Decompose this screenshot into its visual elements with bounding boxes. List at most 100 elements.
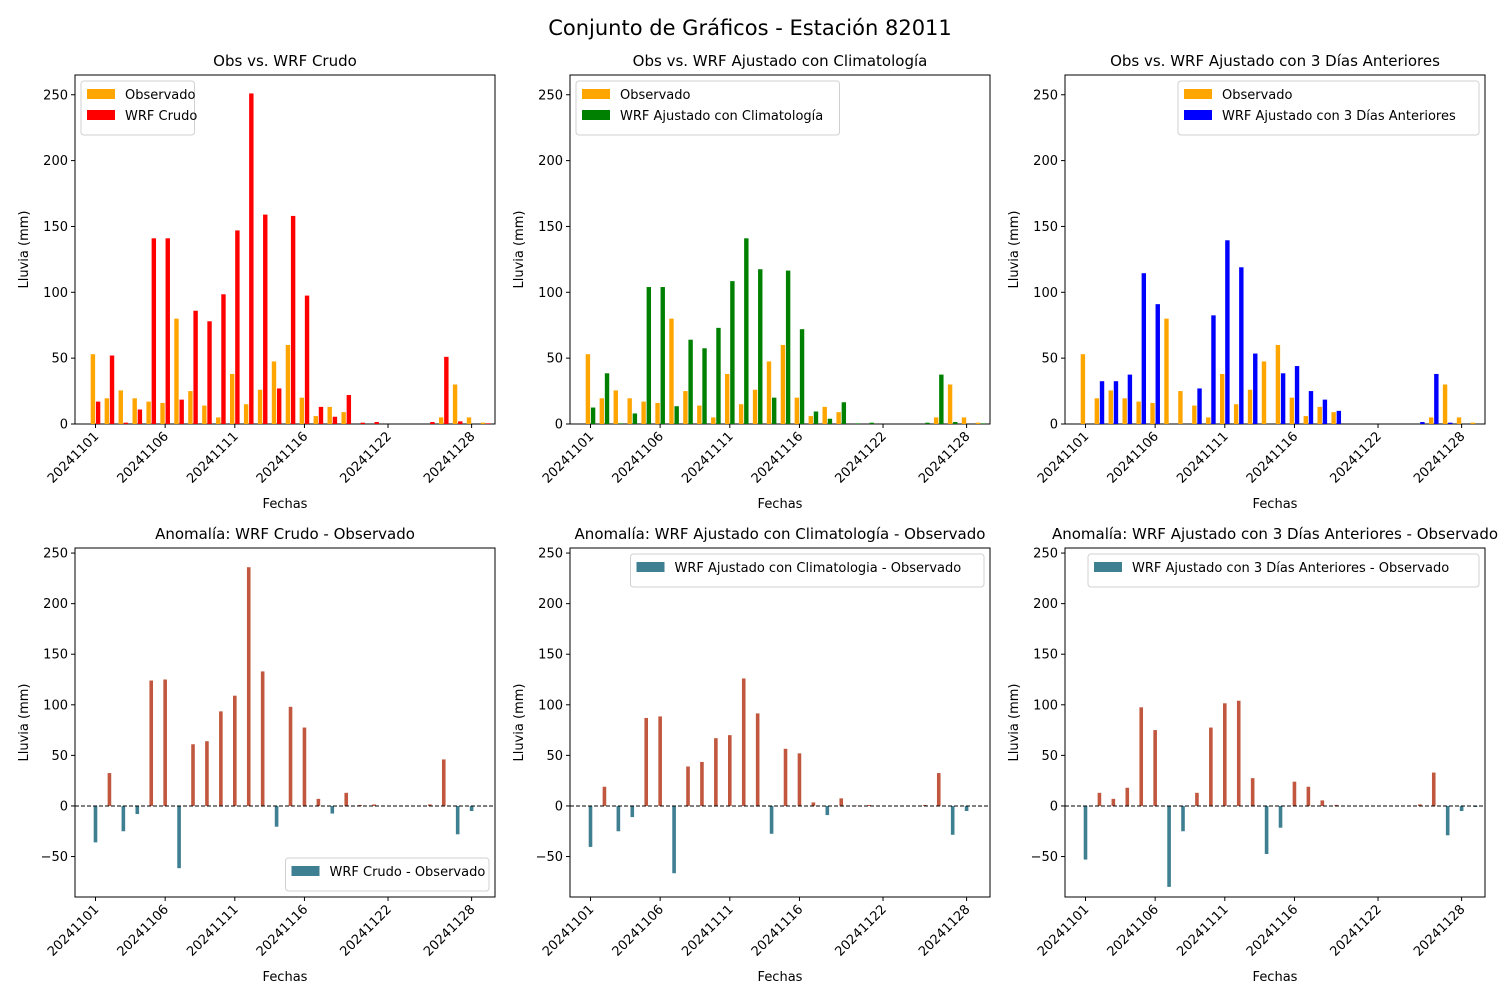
legend-swatch [582, 89, 610, 99]
x-tick-label: 20241101 [1035, 429, 1092, 486]
bar-anomaly [658, 716, 662, 806]
bar-wrf [444, 356, 449, 424]
x-tick-label: 20241106 [115, 429, 172, 486]
bar-wrf [193, 310, 198, 424]
bar-anomaly [630, 805, 635, 818]
x-axis-label: Fechas [263, 497, 308, 512]
bar-anomaly [330, 805, 335, 814]
bar-anomaly [93, 805, 98, 843]
bar-anomaly [1334, 804, 1339, 806]
bar-observado [655, 402, 660, 424]
bar-wrf [758, 269, 763, 424]
legend-label: WRF Crudo [125, 109, 197, 124]
bar-observado [627, 398, 632, 424]
y-tick-label: 150 [1033, 220, 1058, 235]
x-tick-label: 20241122 [832, 902, 889, 959]
y-tick-label: 0 [60, 418, 68, 433]
bar-anomaly [1292, 781, 1297, 806]
bar-anomaly [1223, 703, 1227, 806]
legend: WRF Crudo - Observado [285, 857, 490, 892]
bar-wrf [1127, 374, 1133, 424]
legend: WRF Ajustado con Climatologia - Observad… [630, 553, 985, 588]
bar-observado [808, 416, 813, 424]
bar-wrf [702, 348, 707, 424]
y-tick-label: 50 [51, 749, 68, 764]
chart-panel-6: Anomalía: WRF Ajustado con 3 Días Anteri… [1007, 525, 1498, 985]
bar-anomaly [714, 738, 718, 806]
bar-wrf [207, 321, 212, 424]
bar-observado [438, 417, 444, 424]
bar-observado [466, 417, 472, 424]
x-tick-label: 20241106 [115, 902, 172, 959]
legend-label: WRF Ajustado con Climatologia - Observad… [675, 561, 962, 576]
bar-wrf [744, 238, 749, 424]
bar-anomaly [107, 773, 112, 806]
bar-wrf [109, 355, 115, 424]
x-tick-label: 20241116 [749, 902, 806, 959]
bar-wrf [137, 409, 143, 424]
bar-anomaly [372, 804, 376, 806]
bar-wrf [716, 327, 721, 424]
x-axis-label: Fechas [263, 970, 308, 985]
bar-wrf [430, 422, 435, 424]
bar-wrf [1253, 353, 1258, 424]
bar-anomaly [1209, 727, 1213, 806]
bar-observado [933, 417, 939, 424]
bar-observado [202, 405, 207, 424]
bar-anomaly [1181, 805, 1185, 832]
bar-observado [975, 422, 981, 424]
bar-wrf [485, 423, 491, 424]
bar-observado [766, 361, 772, 424]
y-tick-label: 100 [1033, 286, 1058, 301]
bar-wrf [276, 388, 282, 424]
y-tick-label: 0 [555, 799, 563, 814]
bar-anomaly [867, 804, 871, 806]
bar-observado [1136, 401, 1141, 424]
y-tick-label: 200 [1033, 597, 1058, 612]
figure-title: Conjunto de Gráficos - Estación 82011 [548, 16, 952, 40]
bar-wrf [1155, 304, 1160, 424]
legend: Observado WRF Ajustado con 3 Días Anterio… [1177, 80, 1480, 136]
y-tick-label: 0 [1050, 418, 1058, 433]
y-tick-label: 50 [546, 749, 563, 764]
x-tick-label: 20241122 [337, 902, 394, 959]
legend-label: WRF Ajustado con 3 Días Anteriores [1222, 109, 1456, 124]
x-tick-label: 20241111 [679, 902, 736, 959]
legend-box [1177, 80, 1480, 136]
bar-observado [725, 373, 730, 424]
chart-title: Anomalía: WRF Ajustado con Climatología … [575, 525, 986, 543]
bar-observado [313, 416, 318, 424]
y-tick-label: 150 [43, 220, 68, 235]
y-tick-label: 200 [43, 154, 68, 169]
x-tick-label: 20241116 [254, 429, 311, 486]
x-tick-label: 20241106 [1105, 429, 1162, 486]
x-axis-label: Fechas [758, 497, 803, 512]
bar-anomaly [811, 802, 816, 806]
bar-anomaly [769, 805, 774, 834]
y-tick-label: 250 [538, 547, 563, 562]
bar-anomaly [135, 805, 140, 815]
bar-observado [836, 412, 841, 424]
bar-anomaly [1153, 730, 1157, 806]
bar-observado [780, 344, 786, 424]
y-axis-label: Lluvia (mm) [17, 211, 32, 289]
legend-label: Observado [620, 88, 691, 103]
y-axis-label: Lluvia (mm) [17, 684, 32, 762]
bar-anomaly [316, 798, 321, 806]
bar-anomaly [274, 805, 279, 827]
bar-wrf [1280, 373, 1286, 424]
y-axis-label: Lluvia (mm) [1007, 211, 1022, 289]
bar-observado [1178, 391, 1183, 424]
x-tick-label: 20241106 [1105, 902, 1162, 959]
legend: Observado WRF Ajustado con Climatología [575, 80, 840, 136]
bar-observado [271, 361, 277, 424]
bar-wrf [360, 422, 365, 424]
bar-observado [711, 417, 716, 424]
bar-wrf [799, 329, 805, 424]
bar-anomaly [1125, 787, 1130, 806]
bar-observado [697, 405, 702, 424]
x-tick-label: 20241122 [832, 429, 889, 486]
bar-anomaly [455, 805, 460, 835]
bar-anomaly [950, 805, 955, 835]
bar-anomaly [644, 717, 649, 806]
